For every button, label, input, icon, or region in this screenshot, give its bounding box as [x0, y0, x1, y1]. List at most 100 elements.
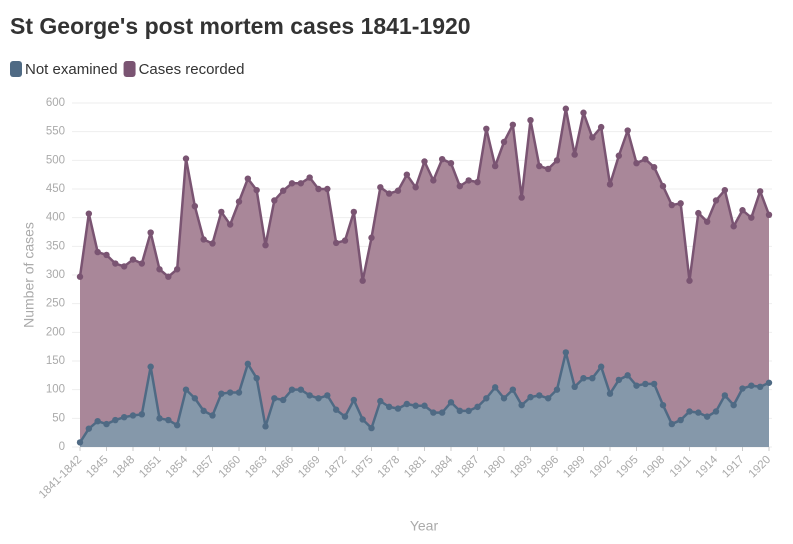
x-tick-label: 1914 — [694, 453, 721, 480]
point — [748, 382, 755, 389]
x-tick-label: 1884 — [429, 453, 456, 480]
point — [500, 395, 508, 402]
x-tick-label: 1887 — [455, 454, 482, 481]
point — [668, 201, 676, 209]
point — [218, 390, 225, 397]
x-tick-label: 1896 — [535, 454, 562, 481]
x-tick-label: 1878 — [376, 454, 403, 481]
point — [385, 403, 393, 411]
point — [377, 184, 384, 191]
point — [659, 182, 667, 190]
point — [447, 160, 455, 167]
y-tick-label: 350 — [46, 240, 65, 252]
point — [306, 174, 313, 181]
chart-title: St George's post mortem cases 1841-1920 — [10, 13, 471, 39]
y-tick-label: 400 — [46, 212, 65, 224]
point — [76, 439, 84, 446]
point — [509, 386, 517, 393]
x-tick-label: 1902 — [588, 454, 615, 481]
point — [297, 180, 305, 187]
point — [739, 385, 746, 392]
point — [94, 418, 101, 425]
point — [748, 214, 755, 221]
x-tick-label: 1869 — [296, 454, 323, 481]
point — [642, 155, 649, 163]
area — [80, 352, 769, 447]
x-tick-label: 1872 — [323, 454, 350, 481]
point — [103, 420, 110, 428]
point — [129, 256, 137, 263]
point — [703, 218, 711, 225]
point — [686, 408, 693, 415]
point — [262, 241, 269, 249]
point — [597, 363, 605, 370]
point — [235, 389, 243, 396]
point — [668, 420, 676, 428]
point — [200, 236, 207, 243]
point — [315, 395, 322, 402]
point — [368, 424, 375, 432]
y-tick-label: 250 — [46, 298, 65, 310]
point — [491, 384, 499, 391]
point — [85, 210, 93, 217]
x-tick-label: 1917 — [720, 454, 747, 481]
x-tick-label: 1881 — [402, 454, 429, 481]
point — [350, 208, 358, 216]
point — [253, 186, 260, 194]
point — [509, 121, 517, 128]
y-tick-label: 500 — [46, 154, 65, 166]
y-axis-label: Number of cases — [21, 222, 37, 328]
point — [244, 175, 252, 182]
point — [739, 207, 746, 214]
y-tick-label: 50 — [52, 412, 65, 424]
point — [394, 187, 402, 194]
y-tick-label: 450 — [46, 183, 65, 195]
point — [288, 386, 296, 393]
point — [553, 386, 561, 393]
point — [562, 105, 570, 112]
point — [377, 397, 384, 405]
point — [244, 360, 252, 368]
point — [341, 237, 349, 244]
point — [324, 185, 331, 193]
point — [633, 382, 640, 389]
point — [695, 209, 702, 217]
point — [606, 390, 614, 397]
y-tick-label: 150 — [46, 355, 65, 367]
point — [385, 190, 393, 197]
point — [553, 157, 561, 164]
point — [624, 372, 631, 379]
point — [483, 395, 490, 402]
point — [721, 186, 729, 194]
x-tick-label: 1875 — [349, 454, 376, 481]
point — [156, 415, 163, 422]
y-tick-label: 600 — [46, 97, 65, 109]
point — [359, 416, 366, 423]
point — [103, 251, 110, 259]
point — [686, 277, 693, 284]
point — [412, 402, 419, 409]
point — [677, 200, 684, 207]
point — [394, 405, 402, 412]
point — [580, 109, 587, 116]
point — [112, 416, 119, 424]
point — [615, 376, 623, 384]
point — [403, 400, 411, 408]
x-tick-label: 1893 — [508, 454, 535, 481]
point — [209, 412, 216, 419]
point — [703, 413, 711, 420]
point — [147, 363, 154, 370]
point — [589, 134, 596, 141]
point — [271, 197, 278, 204]
point — [650, 164, 658, 171]
point — [165, 416, 172, 424]
y-tick-label: 550 — [46, 126, 65, 138]
point — [191, 395, 199, 402]
point — [562, 349, 570, 356]
point — [491, 162, 499, 170]
point — [182, 386, 190, 393]
point — [421, 402, 428, 409]
x-tick-label: 1845 — [84, 454, 111, 481]
point — [209, 240, 216, 247]
